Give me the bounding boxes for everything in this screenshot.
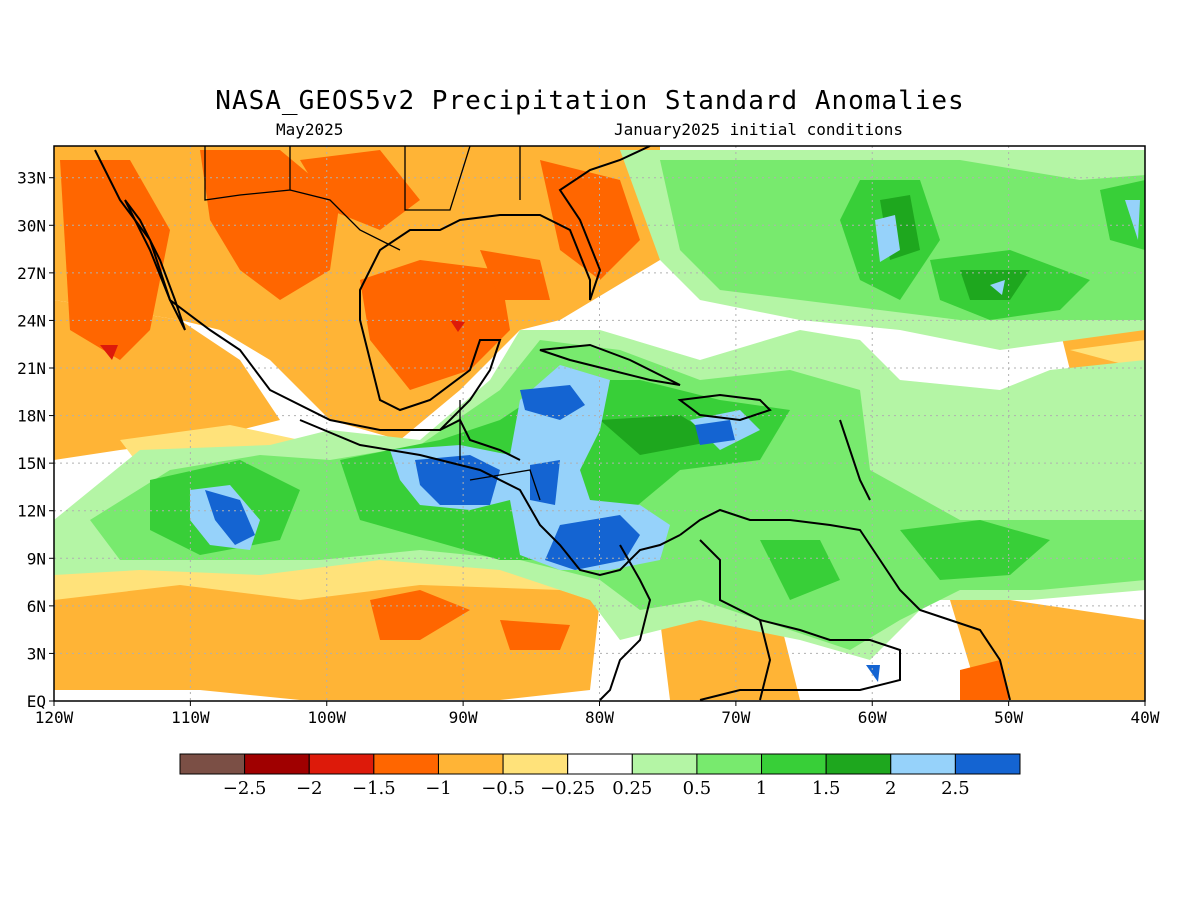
colorbar-label: 2 (885, 778, 896, 799)
lat-tick-label: 6N (27, 597, 46, 616)
lon-tick-label: 90W (449, 708, 478, 727)
colorbar-swatch (437, 753, 504, 775)
colorbar-label: 0.5 (683, 778, 712, 799)
longitude-axis: 120W 110W 100W 90W 80W 70W 60W 50W 40W (35, 701, 1160, 727)
lon-tick-label: 60W (858, 708, 887, 727)
colorbar-label: −1 (425, 778, 452, 799)
colorbar-swatch (761, 753, 827, 775)
colorbar-label: 1 (756, 778, 767, 799)
lat-tick-label: 9N (27, 549, 46, 568)
lat-tick-label: 30N (17, 216, 46, 235)
colorbar-swatch (631, 753, 698, 775)
colorbar-label: 0.25 (612, 778, 652, 799)
colorbar-label: 1.5 (812, 778, 841, 799)
map-grid (54, 146, 1145, 701)
colorbar-swatch (696, 753, 763, 775)
colorbar-swatch (954, 753, 1021, 775)
colorbar-swatch (308, 753, 375, 775)
lon-tick-label: 80W (585, 708, 614, 727)
latitude-axis: 33N 30N 27N 24N 21N 18N 15N 12N 9N 6N 3N EQ (17, 169, 54, 711)
lat-tick-label: 27N (17, 264, 46, 283)
colorbar-label: −1.5 (352, 778, 396, 799)
colorbar-swatch (179, 753, 246, 775)
lon-tick-label: 110W (171, 708, 210, 727)
lon-tick-label: 70W (721, 708, 750, 727)
colorbar-swatch (567, 753, 633, 775)
colorbar-label: −0.5 (481, 778, 525, 799)
lat-tick-label: 12N (17, 502, 46, 521)
lat-tick-label: 15N (17, 454, 46, 473)
colorbar-swatch (502, 753, 569, 775)
lat-tick-label: 3N (27, 644, 46, 663)
political-borders (204, 146, 541, 501)
chart-title: NASA_GEOS5v2 Precipitation Standard Anom… (215, 86, 965, 116)
lon-tick-label: 50W (994, 708, 1023, 727)
colorbar-label: 2.5 (941, 778, 970, 799)
colorbar-label: −2.5 (223, 778, 267, 799)
lat-tick-label: 33N (17, 169, 46, 188)
lat-tick-label: 18N (17, 407, 46, 426)
colorbar-label: −0.25 (540, 778, 595, 799)
lon-tick-label: 40W (1131, 708, 1160, 727)
lon-tick-label: 100W (307, 708, 346, 727)
colorbar-swatch (373, 753, 439, 775)
forecast-month: May2025 (276, 120, 344, 139)
colorbar-swatch (244, 753, 310, 775)
lon-tick-label: 120W (35, 708, 74, 727)
colorbar: −2.5 −2 −1.5 −1 −0.5 −0.25 0.25 0.5 1 1.5 2 2.5 (179, 753, 1021, 799)
colorbar-label: −2 (296, 778, 323, 799)
colorbar-swatch (890, 753, 956, 775)
lat-tick-label: 21N (17, 359, 46, 378)
lat-tick-label: 24N (17, 311, 46, 330)
lat-tick-label: EQ (27, 692, 46, 711)
coastlines (94, 146, 1011, 701)
colorbar-swatch (825, 753, 892, 775)
map-area (54, 146, 1145, 701)
initial-conditions: January2025 initial conditions (614, 120, 903, 139)
